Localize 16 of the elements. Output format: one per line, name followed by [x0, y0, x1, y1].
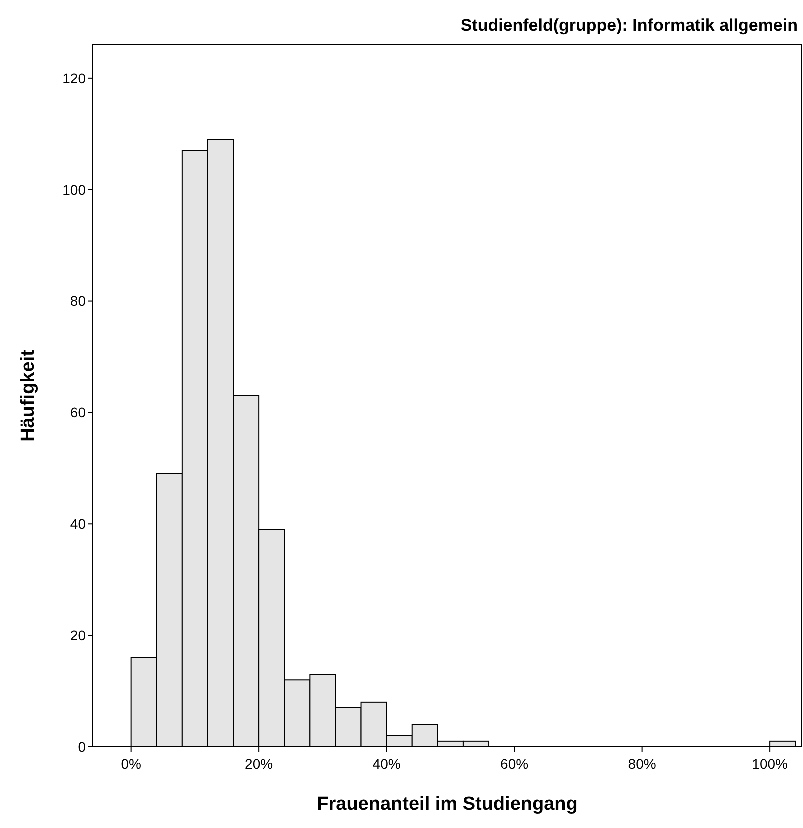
y-tick-label: 40	[70, 516, 86, 532]
x-tick-label: 60%	[500, 756, 529, 772]
x-tick-label: 20%	[245, 756, 274, 772]
chart-title: Studienfeld(gruppe): Informatik allgemein	[460, 16, 798, 35]
x-axis-title: Frauenanteil im Studiengang	[317, 794, 578, 815]
x-tick-label: 40%	[372, 756, 401, 772]
y-axis-title: Häufigkeit	[18, 349, 39, 442]
y-tick-label: 60	[70, 404, 86, 421]
x-tick-label: 80%	[628, 756, 656, 772]
y-tick-label: 100	[62, 182, 86, 198]
y-tick-label: 80	[70, 293, 86, 310]
x-tick-label: 0%	[121, 756, 142, 772]
y-tick-label: 0	[78, 738, 86, 755]
y-tick-label: 120	[62, 70, 86, 86]
y-tick-label: 20	[70, 627, 86, 644]
x-tick-label: 100%	[752, 756, 788, 772]
